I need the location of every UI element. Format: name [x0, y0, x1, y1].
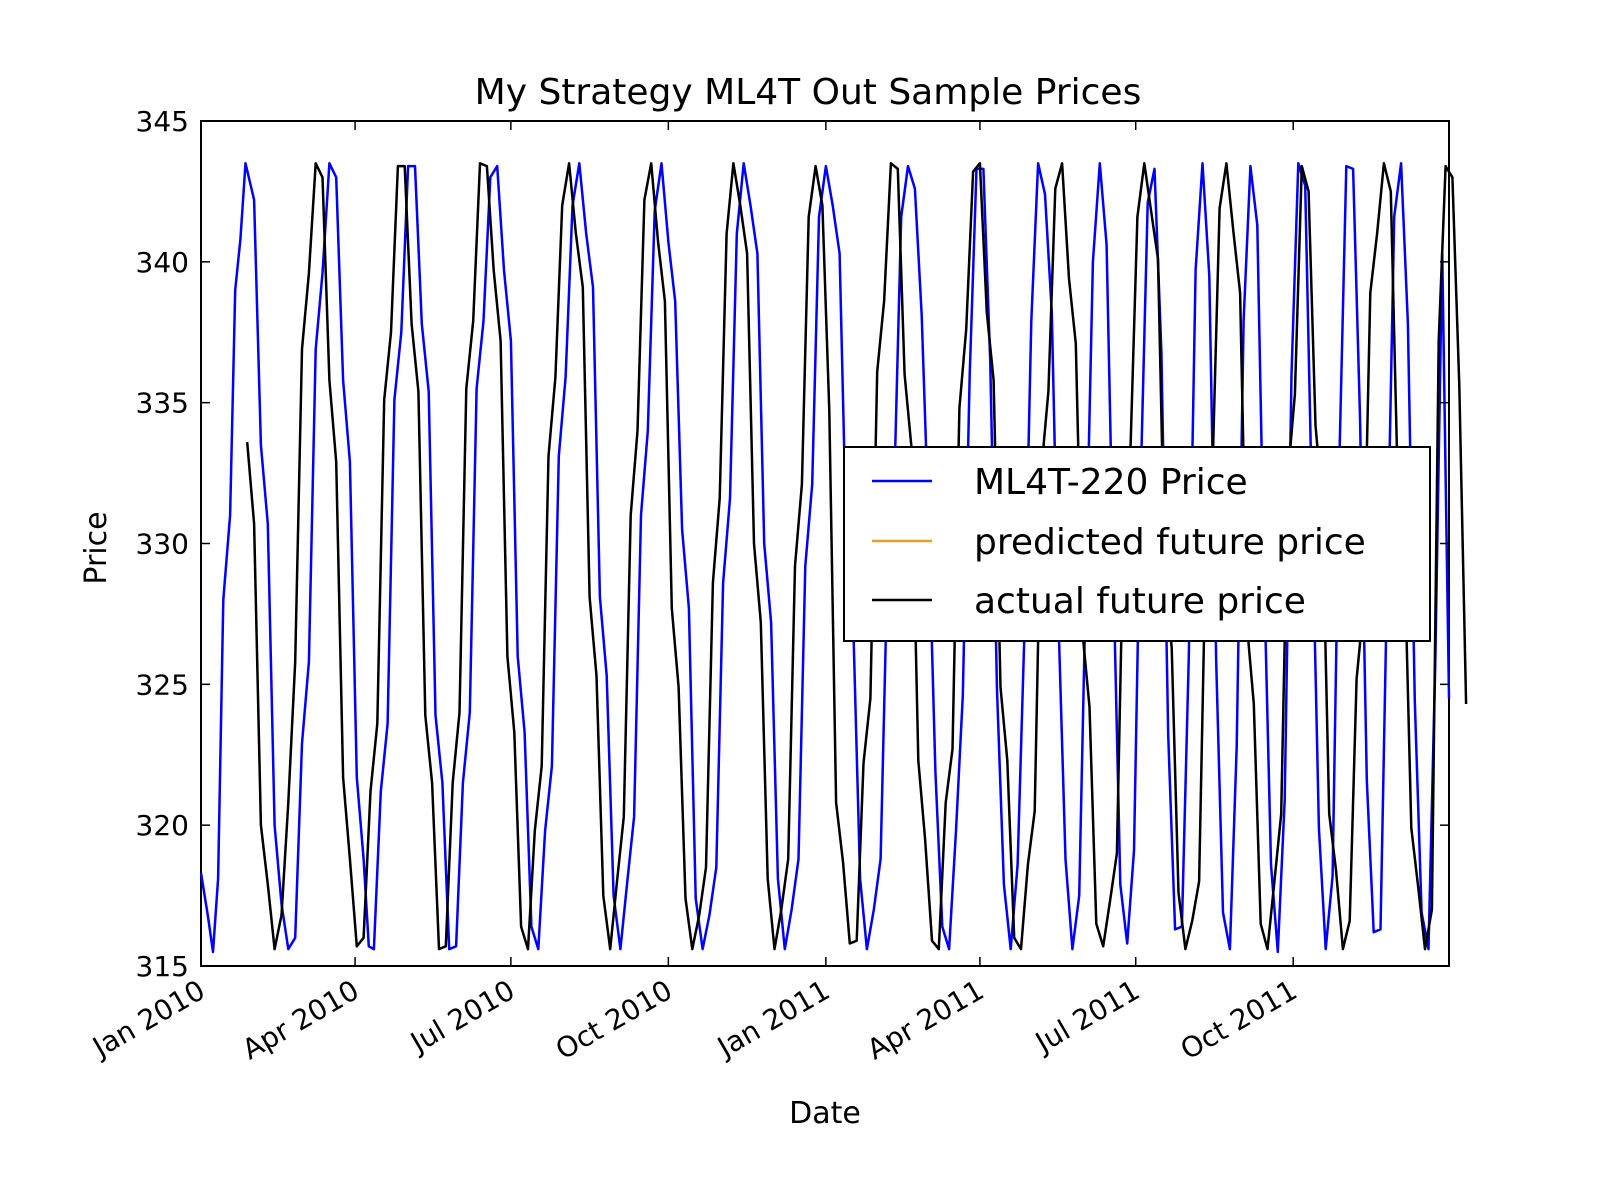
y-axis-label: Price	[79, 511, 114, 584]
legend-item-black: actual future price	[872, 581, 1306, 622]
y-tick-label: 320	[136, 809, 189, 842]
y-tick-label: 345	[136, 105, 189, 138]
legend-item-blue: ML4T-220 Price	[872, 462, 1248, 503]
legend-box	[843, 446, 1431, 642]
x-axis-label: Date	[789, 1096, 861, 1131]
legend: ML4T-220 Price predicted future price ac…	[843, 446, 1431, 642]
y-tick-label: 325	[136, 668, 189, 701]
legend-label: actual future price	[974, 581, 1306, 622]
legend-label: ML4T-220 Price	[974, 462, 1248, 503]
chart-title: My Strategy ML4T Out Sample Prices	[475, 72, 1142, 113]
legend-label: predicted future price	[974, 522, 1366, 563]
y-tick-label: 340	[136, 246, 189, 279]
legend-item-orange: predicted future price	[872, 522, 1366, 563]
series-line-2	[245, 162, 1468, 951]
y-tick-label: 330	[136, 528, 189, 561]
y-tick-label: 335	[136, 387, 189, 420]
y-tick-label: 315	[136, 950, 189, 983]
y-axis: 315 320 325 330 335 340 345	[136, 105, 1449, 983]
